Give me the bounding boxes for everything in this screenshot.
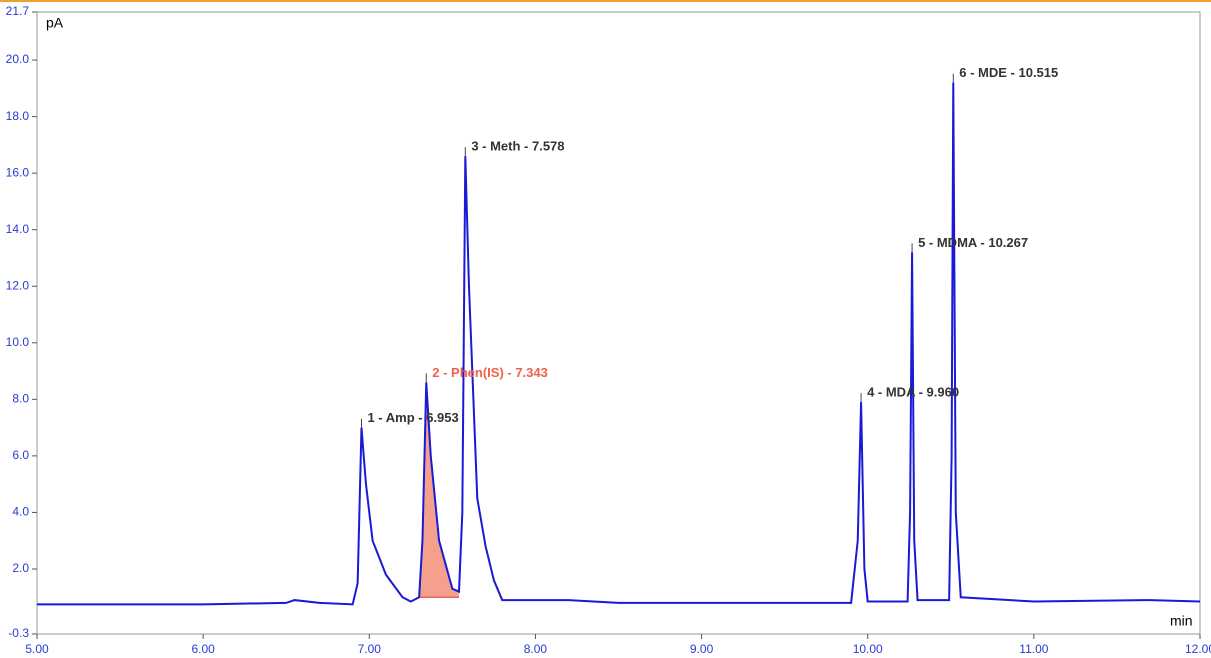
y-tick-label: 16.0 — [6, 165, 30, 179]
x-tick-label: 6.00 — [191, 642, 215, 656]
y-tick-label: 2.0 — [12, 561, 29, 575]
peak-label: 5 - MDMA - 10.267 — [918, 235, 1028, 250]
peak-label: 4 - MDA - 9.960 — [867, 385, 959, 400]
plot-area — [36, 11, 1201, 635]
y-axis-label: pA — [46, 15, 64, 31]
y-tick-label: 10.0 — [6, 335, 30, 349]
top-border — [0, 0, 1211, 2]
x-tick-label: 10.00 — [853, 642, 883, 656]
x-axis-label: min — [1170, 613, 1193, 629]
y-tick-label: 21.7 — [6, 4, 30, 18]
y-tick-label: 4.0 — [12, 505, 29, 519]
y-tick-label: 14.0 — [6, 222, 30, 236]
y-tick-label: 18.0 — [6, 109, 30, 123]
peak-label: 2 - Phen(IS) - 7.343 — [432, 365, 548, 380]
x-tick-label: 11.00 — [1019, 642, 1048, 656]
y-tick-label: 8.0 — [12, 392, 29, 406]
x-tick-label: 8.00 — [524, 642, 548, 656]
trace — [37, 82, 1201, 606]
y-tick-label: 12.0 — [6, 278, 30, 292]
x-tick-label: 12.00 — [1185, 642, 1211, 656]
x-tick-label: 7.00 — [358, 642, 382, 656]
x-tick-label: 9.00 — [690, 642, 714, 656]
peak-label: 3 - Meth - 7.578 — [471, 139, 564, 154]
y-tick-label: 20.0 — [6, 52, 30, 66]
y-tick-label: -0.3 — [8, 626, 29, 640]
peak-label: 6 - MDE - 10.515 — [959, 65, 1058, 80]
y-tick-label: 6.0 — [12, 448, 29, 462]
x-tick-label: 5.00 — [25, 642, 49, 656]
peak-label: 1 - Amp - 6.953 — [367, 410, 458, 425]
